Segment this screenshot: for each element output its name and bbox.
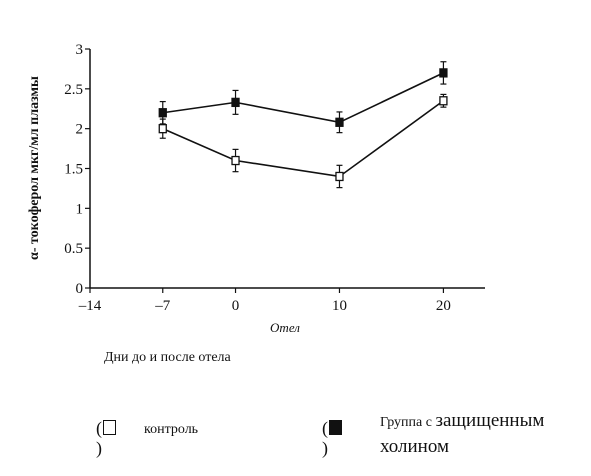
data-point-filled [231,97,240,108]
legend-choline-label: Группа с защищенным [380,410,544,432]
data-point-open [335,171,344,182]
y-tick-label: 1.5 [64,162,83,178]
legend-choline-label-big: защищенным [435,410,545,431]
x-tick-label: 20 [436,298,451,314]
data-point-open [231,155,240,166]
x-tick-label: –14 [78,298,102,314]
legend-choline-label-line2: холином [380,436,450,457]
legend-control-label: контроль [144,422,199,437]
chart-axes: 0 0.5 1 1.5 2 2.5 3 –14 –7 0 10 20 [64,42,485,314]
data-point-filled [439,68,448,78]
series-control [158,93,448,189]
x-tick-label: –7 [154,298,171,314]
y-tick-label: 0.5 [64,241,83,257]
y-tick-label: 2.5 [64,82,83,98]
y-tick-label: 0 [76,281,84,297]
series-line [162,72,444,124]
calving-annotation: Отел [270,320,300,335]
series-line [162,100,444,178]
data-point-open [158,124,167,134]
data-point-filled [158,108,167,118]
y-tick-label: 3 [76,42,84,58]
legend-open-square-icon: () [96,418,117,458]
data-point-open [439,96,448,106]
chart-series [158,61,448,189]
x-tick-label: 0 [232,298,240,314]
x-axis-label: Дни до и после отела [104,350,231,365]
y-tick-label: 1 [76,201,84,217]
data-point-filled [335,117,344,127]
y-tick-label: 2 [76,122,84,138]
series-choline [158,61,448,134]
legend-filled-square-icon: () [322,418,343,458]
legend-choline-label-small: Группа с [380,415,436,430]
y-axis-label: α- токоферол мкг/мл плазмы [27,76,42,260]
x-tick-label: 10 [332,298,347,314]
